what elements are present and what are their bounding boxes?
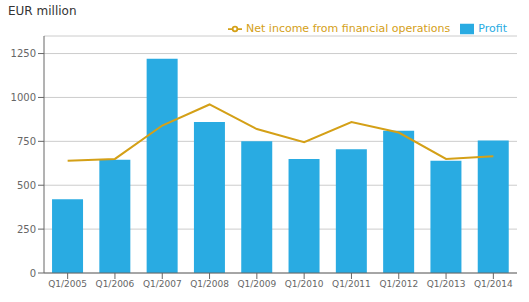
svg-text:750: 750 (17, 136, 36, 147)
svg-text:0: 0 (30, 268, 36, 279)
svg-text:Q1/2012: Q1/2012 (379, 279, 418, 289)
svg-text:1250: 1250 (11, 48, 36, 59)
svg-text:1000: 1000 (11, 92, 36, 103)
svg-text:500: 500 (17, 180, 36, 191)
svg-text:Q1/2006: Q1/2006 (96, 279, 135, 289)
svg-text:Q1/2009: Q1/2009 (237, 279, 276, 289)
html-text:Net income from financial oper: Net income from financial operations (246, 22, 451, 35)
svg-text:250: 250 (17, 224, 36, 235)
svg-text:Q1/2007: Q1/2007 (143, 279, 182, 289)
html-text:EUR million: EUR million (8, 4, 77, 18)
html-text:Profit: Profit (478, 22, 507, 35)
svg-text:Q1/2005: Q1/2005 (48, 279, 87, 289)
svg-text:Q1/2010: Q1/2010 (285, 279, 324, 289)
svg-text:Q1/2013: Q1/2013 (427, 279, 466, 289)
svg-text:Q1/2011: Q1/2011 (332, 279, 371, 289)
svg-text:Q1/2008: Q1/2008 (190, 279, 229, 289)
svg-text:Q1/2014: Q1/2014 (474, 279, 513, 289)
